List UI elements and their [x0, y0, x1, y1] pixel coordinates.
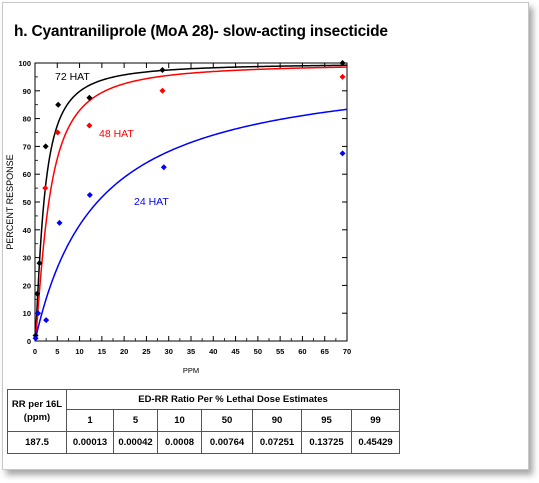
x-tick-label: 10 — [75, 347, 83, 356]
x-tick-label: 20 — [120, 347, 128, 356]
data-points — [32, 60, 346, 342]
y-tick-label: 100 — [18, 59, 31, 68]
lethal-dose-table: RR per 16L (ppm) ED-RR Ratio Per % Letha… — [7, 389, 400, 454]
y-tick-label: 90 — [23, 87, 31, 96]
fitted-curve — [34, 66, 348, 341]
data-point — [32, 335, 39, 342]
data-point — [42, 143, 49, 150]
series-label: 48 HAT — [99, 128, 134, 140]
data-point — [43, 317, 50, 324]
data-point — [160, 164, 167, 171]
data-point — [35, 310, 42, 317]
plot-frame — [34, 62, 348, 342]
data-point — [34, 290, 41, 297]
y-tick-label: 60 — [23, 170, 31, 179]
value-cell: 0.00042 — [113, 431, 158, 454]
y-tick-label: 40 — [23, 226, 31, 235]
data-point — [42, 185, 49, 192]
data-point — [339, 73, 346, 80]
data-point — [159, 66, 166, 73]
x-tick-label: 50 — [254, 347, 262, 356]
series-label: 24 HAT — [134, 196, 169, 208]
x-tick-label: 70 — [343, 347, 351, 356]
data-point — [56, 219, 63, 226]
value-cell: 0.0008 — [157, 431, 202, 454]
data-point — [159, 87, 166, 94]
x-tick-label: 15 — [98, 347, 106, 356]
fitted-curves — [34, 64, 348, 341]
y-tick-label: 20 — [23, 281, 31, 290]
fitted-curve — [34, 64, 348, 340]
y-tick-label: 50 — [23, 198, 31, 207]
x-tick-label: 35 — [187, 347, 195, 356]
rr-header-label: RR per 16L (ppm) — [11, 398, 63, 423]
y-tick-label: 70 — [23, 142, 31, 151]
x-tick-label: 65 — [321, 347, 329, 356]
x-axis-label: PPM — [183, 366, 199, 375]
value-cell: 0.00013 — [66, 431, 114, 454]
y-tick-label: 0 — [27, 337, 31, 346]
col-header: 5 — [113, 409, 158, 432]
data-point — [55, 101, 62, 108]
value-cell: 0.13725 — [301, 431, 352, 454]
x-tick-label: 5 — [55, 347, 59, 356]
data-point — [339, 60, 346, 66]
y-axis-label: PERCENT RESPONSE — [5, 154, 15, 249]
data-point — [86, 94, 93, 101]
col-header: 95 — [301, 409, 352, 432]
data-point — [36, 260, 43, 267]
fitted-curve — [34, 108, 348, 341]
group-header-cell: ED-RR Ratio Per % Lethal Dose Estimates — [66, 389, 400, 410]
series-labels: 72 HAT 48 HAT 24 HAT — [55, 71, 169, 208]
series-label: 72 HAT — [55, 71, 90, 83]
col-header: 50 — [201, 409, 253, 432]
x-tick-label: 55 — [276, 347, 284, 356]
col-header: 1 — [66, 409, 114, 432]
y-tick-label: 10 — [23, 309, 31, 318]
value-cell: 0.45429 — [351, 431, 400, 454]
rr-value-cell: 187.5 — [7, 431, 67, 454]
col-header: 99 — [351, 409, 400, 432]
value-cell: 0.00764 — [201, 431, 253, 454]
col-header: 10 — [157, 409, 202, 432]
value-cell: 0.07251 — [252, 431, 302, 454]
y-tick-label: 30 — [23, 254, 31, 263]
y-tick-label: 80 — [23, 115, 31, 124]
data-point — [54, 129, 61, 136]
x-tick-label: 30 — [165, 347, 173, 356]
x-tick-label: 40 — [209, 347, 217, 356]
data-point — [86, 192, 93, 199]
x-tick-label: 0 — [33, 347, 37, 356]
data-point — [86, 122, 93, 129]
x-tick-label: 45 — [231, 347, 239, 356]
x-tick-label: 25 — [142, 347, 150, 356]
x-tick-label: 60 — [298, 347, 306, 356]
col-header: 90 — [252, 409, 302, 432]
data-point — [339, 150, 346, 157]
rr-header-cell: RR per 16L (ppm) — [7, 389, 67, 432]
group-header-label: ED-RR Ratio Per % Lethal Dose Estimates — [138, 394, 328, 405]
chart-title: h. Cyantraniliprole (MoA 28)- slow-actin… — [14, 23, 388, 40]
